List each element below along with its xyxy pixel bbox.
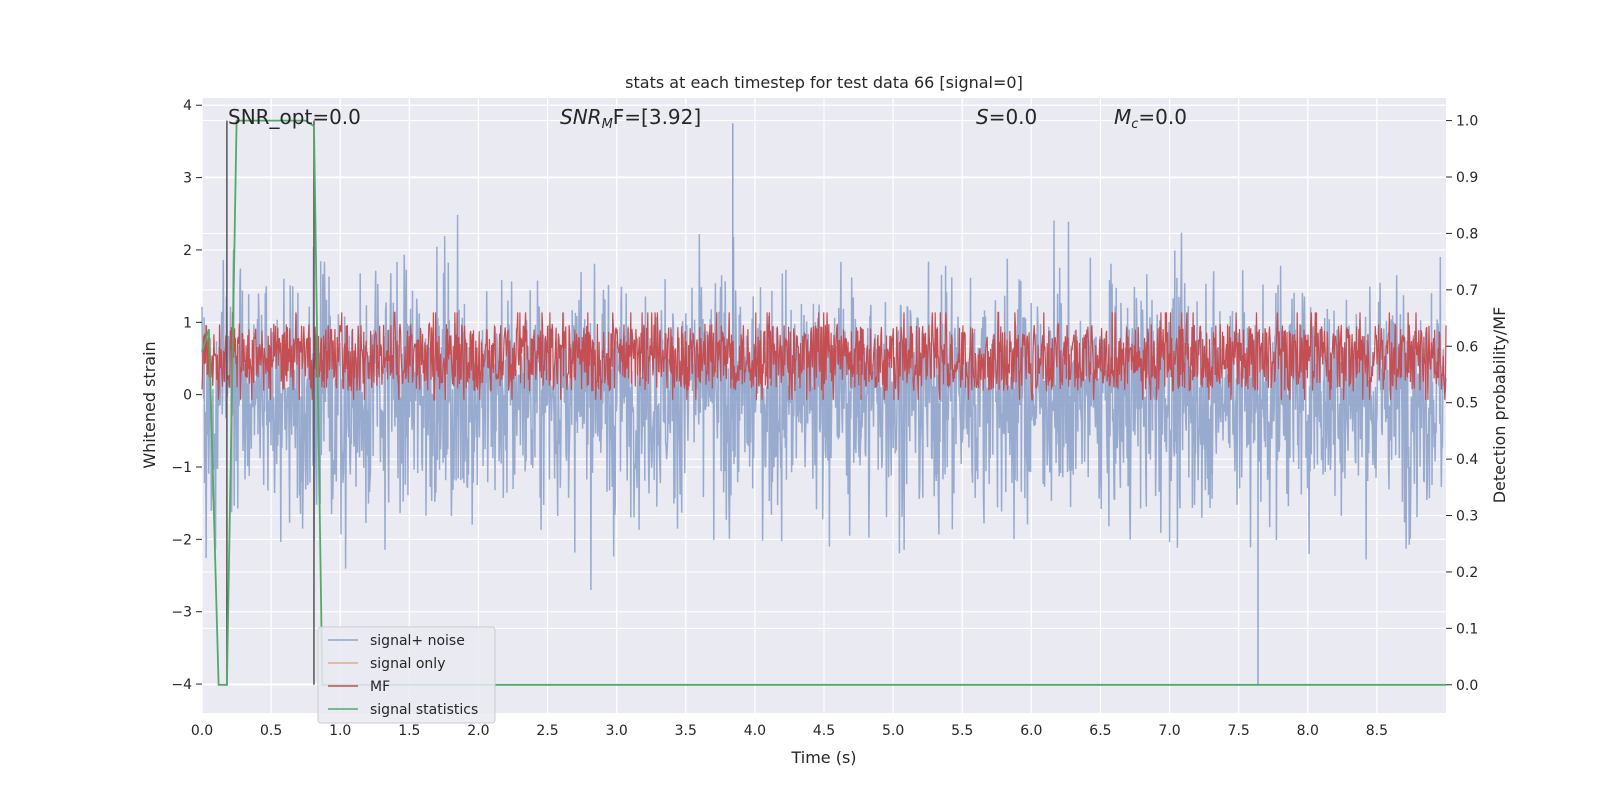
annotation-s: S=0.0 xyxy=(976,105,1037,129)
y-axis-left-label: Whitened strain xyxy=(140,341,159,468)
legend: signal+ noise signal only MF signal stat… xyxy=(317,626,496,724)
y-right-tick-label: 0.2 xyxy=(1456,565,1478,581)
y-right-tick-label: 0.4 xyxy=(1456,452,1478,468)
annotation-snr-mf: SNRMF=[3.92] xyxy=(560,105,701,132)
y-left-tick-label: −3 xyxy=(171,605,192,621)
x-tick-label: 2.5 xyxy=(536,723,558,739)
x-axis-label: Time (s) xyxy=(790,748,856,767)
series-line-signal-statistics xyxy=(201,119,1446,686)
x-tick-label: 5.0 xyxy=(882,723,904,739)
series-mf xyxy=(201,311,1447,401)
x-tick-label: 2.0 xyxy=(467,723,489,739)
x-tick-label: 4.5 xyxy=(813,723,835,739)
x-tick-label: 6.0 xyxy=(1020,723,1042,739)
y-right-tick-label: 0.5 xyxy=(1456,396,1478,412)
y-left-tick-label: 2 xyxy=(183,243,192,259)
y-left-tick-label: 1 xyxy=(183,315,192,331)
series-line-mf xyxy=(201,311,1447,401)
x-tick-label: 0.5 xyxy=(260,723,282,739)
x-tick-label: 4.0 xyxy=(744,723,766,739)
ticks: 0.0 0.5 1.0 1.5 2.0 2.5 3.0 3.5 4.0 4.5 5.0 5.5 6.0 6… xyxy=(171,98,1478,739)
x-tick-label: 7.0 xyxy=(1158,723,1180,739)
x-tick-label: 7.5 xyxy=(1228,723,1250,739)
vertical-markers xyxy=(226,120,315,685)
y-right-tick-label: 0.7 xyxy=(1456,283,1478,299)
y-left-tick-label: 3 xyxy=(183,171,192,187)
y-left-tick-label: −4 xyxy=(171,677,192,693)
y-right-tick-label: 0.0 xyxy=(1456,678,1478,694)
y-left-tick-label: 4 xyxy=(183,98,192,114)
y-left-tick-label: −2 xyxy=(171,532,192,548)
y-right-tick-label: 0.1 xyxy=(1456,621,1478,637)
x-tick-label: 1.0 xyxy=(329,723,351,739)
legend-label-mf: MF xyxy=(370,679,390,695)
y-right-tick-label: 0.3 xyxy=(1456,509,1478,525)
y-axis-right-label: Detection probability/MF xyxy=(1490,307,1509,504)
y-right-tick-label: 1.0 xyxy=(1456,114,1478,130)
x-tick-label: 8.0 xyxy=(1297,723,1319,739)
y-right-tick-label: 0.9 xyxy=(1456,170,1478,186)
annotation-snr-opt: SNR_opt=0.0 xyxy=(228,105,361,129)
legend-label-signal-only: signal only xyxy=(370,656,445,672)
x-tick-label: 3.0 xyxy=(606,723,628,739)
x-tick-label: 3.5 xyxy=(675,723,697,739)
x-tick-label: 0.0 xyxy=(191,723,213,739)
y-left-tick-label: −1 xyxy=(171,460,192,476)
y-left-tick-label: 0 xyxy=(183,388,192,404)
annotation-mc: Mc=0.0 xyxy=(1114,105,1187,132)
y-right-tick-label: 0.6 xyxy=(1456,339,1478,355)
legend-label-signal-statistics: signal statistics xyxy=(370,702,478,718)
x-tick-label: 1.5 xyxy=(398,723,420,739)
y-right-tick-label: 0.8 xyxy=(1456,226,1478,242)
x-tick-label: 8.5 xyxy=(1366,723,1388,739)
legend-box xyxy=(317,626,496,724)
chart-title: stats at each timestep for test data 66 … xyxy=(625,73,1023,92)
series-signal-statistics xyxy=(201,119,1446,686)
x-tick-label: 5.5 xyxy=(951,723,973,739)
x-tick-label: 6.5 xyxy=(1089,723,1111,739)
legend-label-signal-noise: signal+ noise xyxy=(370,633,465,649)
